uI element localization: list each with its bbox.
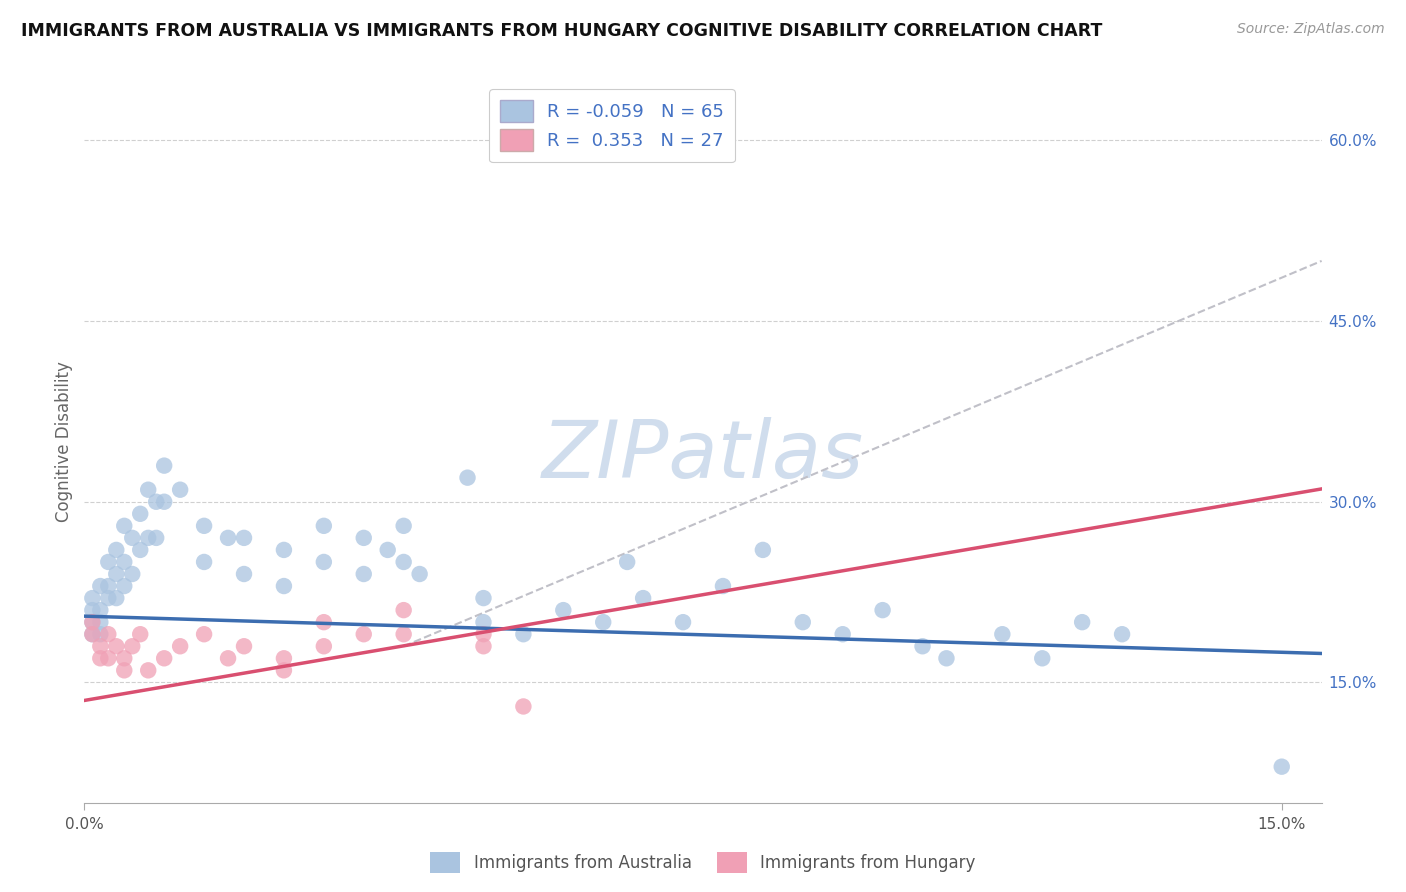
Point xyxy=(82,615,104,630)
Point xyxy=(97,555,120,569)
Point xyxy=(472,615,495,630)
Legend: R = -0.059   N = 65, R =  0.353   N = 27: R = -0.059 N = 65, R = 0.353 N = 27 xyxy=(489,89,735,162)
Point xyxy=(105,567,128,582)
Point xyxy=(105,591,128,606)
Point xyxy=(89,651,111,665)
Point xyxy=(512,627,534,641)
Point xyxy=(312,518,335,533)
Point xyxy=(82,603,104,617)
Point xyxy=(752,542,775,557)
Point xyxy=(89,579,111,593)
Point xyxy=(392,555,415,569)
Point xyxy=(377,542,399,557)
Point xyxy=(82,615,104,630)
Point xyxy=(112,579,135,593)
Point xyxy=(353,627,375,641)
Point xyxy=(408,567,430,582)
Point xyxy=(97,627,120,641)
Legend: Immigrants from Australia, Immigrants from Hungary: Immigrants from Australia, Immigrants fr… xyxy=(423,846,983,880)
Point xyxy=(97,651,120,665)
Point xyxy=(711,579,734,593)
Point xyxy=(472,639,495,653)
Point xyxy=(97,579,120,593)
Point xyxy=(136,483,159,497)
Point xyxy=(129,542,152,557)
Point xyxy=(273,664,295,678)
Point xyxy=(129,627,152,641)
Point xyxy=(592,615,614,630)
Point xyxy=(82,591,104,606)
Point xyxy=(273,651,295,665)
Point xyxy=(169,639,191,653)
Point xyxy=(273,579,295,593)
Point xyxy=(82,627,104,641)
Point xyxy=(457,470,479,484)
Point xyxy=(233,639,256,653)
Point xyxy=(82,627,104,641)
Point xyxy=(392,627,415,641)
Point xyxy=(217,531,239,545)
Point xyxy=(472,627,495,641)
Point xyxy=(121,531,143,545)
Point xyxy=(169,483,191,497)
Point xyxy=(89,615,111,630)
Point xyxy=(105,639,128,653)
Point xyxy=(1071,615,1094,630)
Point xyxy=(112,664,135,678)
Point xyxy=(112,651,135,665)
Point xyxy=(512,699,534,714)
Point xyxy=(153,458,176,473)
Point xyxy=(672,615,695,630)
Point xyxy=(1031,651,1053,665)
Point xyxy=(89,639,111,653)
Point xyxy=(312,555,335,569)
Point xyxy=(353,531,375,545)
Point xyxy=(233,531,256,545)
Point xyxy=(193,518,215,533)
Point xyxy=(1271,760,1294,774)
Point xyxy=(112,518,135,533)
Point xyxy=(193,555,215,569)
Point xyxy=(935,651,957,665)
Point xyxy=(145,494,167,508)
Point xyxy=(1111,627,1133,641)
Point xyxy=(112,555,135,569)
Point xyxy=(145,531,167,545)
Point xyxy=(233,567,256,582)
Point xyxy=(392,603,415,617)
Point xyxy=(121,567,143,582)
Point xyxy=(273,542,295,557)
Y-axis label: Cognitive Disability: Cognitive Disability xyxy=(55,361,73,522)
Point xyxy=(89,603,111,617)
Point xyxy=(911,639,934,653)
Point xyxy=(153,651,176,665)
Point xyxy=(153,494,176,508)
Text: ZIPatlas: ZIPatlas xyxy=(541,417,865,495)
Point xyxy=(312,639,335,653)
Point xyxy=(631,591,654,606)
Point xyxy=(136,531,159,545)
Point xyxy=(472,591,495,606)
Point xyxy=(89,627,111,641)
Point xyxy=(193,627,215,641)
Point xyxy=(553,603,575,617)
Point xyxy=(121,639,143,653)
Point xyxy=(392,518,415,533)
Point xyxy=(97,591,120,606)
Point xyxy=(129,507,152,521)
Point xyxy=(105,542,128,557)
Point xyxy=(831,627,853,641)
Point xyxy=(792,615,814,630)
Point xyxy=(217,651,239,665)
Point xyxy=(136,664,159,678)
Point xyxy=(616,555,638,569)
Point xyxy=(872,603,894,617)
Text: Source: ZipAtlas.com: Source: ZipAtlas.com xyxy=(1237,22,1385,37)
Point xyxy=(353,567,375,582)
Point xyxy=(991,627,1014,641)
Text: IMMIGRANTS FROM AUSTRALIA VS IMMIGRANTS FROM HUNGARY COGNITIVE DISABILITY CORREL: IMMIGRANTS FROM AUSTRALIA VS IMMIGRANTS … xyxy=(21,22,1102,40)
Point xyxy=(312,615,335,630)
